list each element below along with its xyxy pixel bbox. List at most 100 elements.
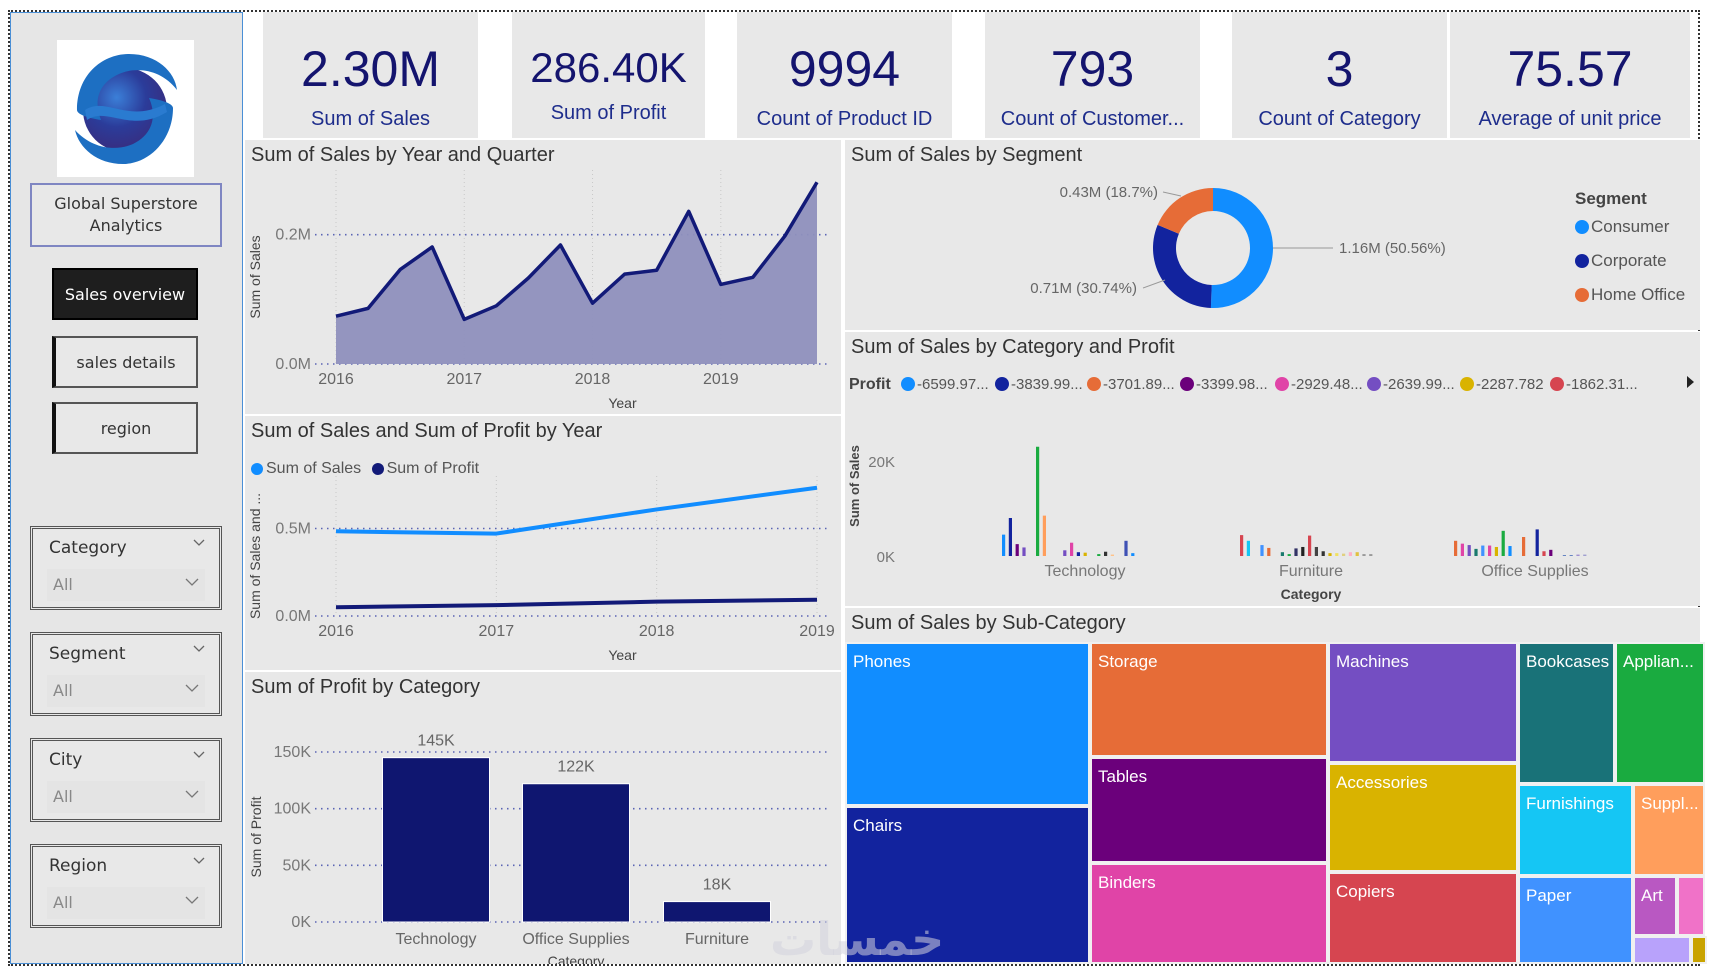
y-axis-title: Sum of Sales and ... bbox=[247, 493, 263, 619]
chart-sales-by-year-quarter[interactable]: Sum of Sales by Year and Quarter 2016 201… bbox=[245, 140, 841, 414]
slicer-dropdown[interactable]: All bbox=[47, 569, 205, 601]
chart-sales-by-segment[interactable]: Sum of Sales by Segment 1.16M (50.56%) 0.… bbox=[845, 140, 1700, 330]
bar bbox=[1104, 551, 1108, 556]
slicer-dropdown[interactable]: All bbox=[47, 781, 205, 813]
nav-button-region[interactable]: region bbox=[52, 402, 198, 454]
legend-label: -2929.48... bbox=[1291, 376, 1363, 393]
kpi-card-count-of-product-id: 9994 Count of Product ID bbox=[737, 12, 952, 138]
treemap-cell-label: Applian... bbox=[1623, 652, 1694, 671]
series-line bbox=[335, 181, 819, 322]
nav-button-sales-details[interactable]: sales details bbox=[52, 336, 198, 388]
chevron-down-icon bbox=[185, 896, 199, 904]
treemap: Phones Chairs Storage Tables Binders Machines… bbox=[845, 642, 1707, 964]
bar bbox=[1321, 551, 1325, 556]
bar bbox=[1369, 554, 1373, 556]
treemap-cell-label: Phones bbox=[853, 652, 911, 671]
data-label: 0.43M (18.7%) bbox=[1060, 184, 1158, 201]
slicer-label: Region bbox=[49, 856, 108, 876]
kpi-card-count-of-category: 3 Count of Category bbox=[1232, 12, 1447, 138]
treemap-cell-unlabeled[interactable] bbox=[1691, 936, 1707, 964]
chevron-down-icon[interactable] bbox=[193, 749, 205, 761]
treemap-cell-unlabeled[interactable] bbox=[1633, 936, 1691, 964]
kpi-value: 286.40K bbox=[530, 44, 687, 91]
chevron-down-icon[interactable] bbox=[193, 537, 205, 549]
chart-sales-by-subcategory[interactable]: Sum of Sales by Sub-Category Phones Chair… bbox=[845, 608, 1707, 964]
treemap-cell-machines[interactable]: Machines bbox=[1328, 642, 1518, 763]
legend-marker bbox=[901, 377, 915, 391]
bar bbox=[1267, 547, 1271, 556]
data-label: 18K bbox=[703, 877, 732, 894]
nav-button-sales-overview[interactable]: Sales overview bbox=[52, 268, 198, 320]
slicer-dropdown[interactable]: All bbox=[47, 675, 205, 707]
chart-profit-by-category[interactable]: Sum of Profit by Category 0K 50K 100K 150K 1… bbox=[245, 672, 841, 964]
treemap-cell-furnishings[interactable]: Furnishings bbox=[1518, 784, 1633, 876]
bar bbox=[1063, 550, 1067, 556]
legend-marker bbox=[1575, 254, 1589, 268]
data-label: 1.16M (50.56%) bbox=[1339, 240, 1446, 257]
x-tick-label: 2017 bbox=[446, 371, 482, 388]
kpi-value: 3 bbox=[1325, 41, 1354, 97]
slicer-city[interactable]: City All bbox=[30, 738, 222, 822]
treemap-cell-binders[interactable]: Binders bbox=[1090, 863, 1328, 964]
treemap-cell-suppl[interactable]: Suppl... bbox=[1633, 784, 1705, 876]
bar bbox=[1260, 545, 1264, 556]
slicer-value: All bbox=[53, 681, 73, 700]
legend-label: Home Office bbox=[1591, 285, 1685, 304]
donut-slice-consumer bbox=[1210, 188, 1273, 308]
legend-marker bbox=[371, 462, 384, 475]
chart-title: Sum of Profit by Category bbox=[251, 676, 480, 698]
treemap-cell-unlabeled[interactable] bbox=[1677, 876, 1705, 936]
bar bbox=[1328, 553, 1332, 556]
bar bbox=[1314, 546, 1318, 556]
x-tick-label: Office Supplies bbox=[522, 931, 629, 948]
treemap-cell-tables[interactable]: Tables bbox=[1090, 757, 1328, 863]
legend-label: Sum of Profit bbox=[386, 460, 480, 477]
legend-marker bbox=[1180, 377, 1194, 391]
y-axis-title: Sum of Sales bbox=[247, 235, 263, 318]
chevron-down-icon[interactable] bbox=[193, 855, 205, 867]
kpi-value: 793 bbox=[1050, 41, 1135, 97]
bar bbox=[1576, 554, 1580, 556]
legend-marker bbox=[1275, 377, 1289, 391]
kpi-label: Count of Customer... bbox=[1000, 108, 1185, 130]
chevron-down-icon[interactable] bbox=[193, 643, 205, 655]
legend-next-arrow-icon[interactable] bbox=[1685, 374, 1697, 390]
y-tick-label: 0.2M bbox=[275, 227, 311, 244]
bar bbox=[1076, 552, 1080, 556]
bar bbox=[1348, 552, 1352, 556]
chart-sales-by-category-profit[interactable]: Sum of Sales by Category and Profit Prof… bbox=[845, 332, 1700, 606]
treemap-cell-bookcases[interactable]: Bookcases bbox=[1518, 642, 1615, 784]
x-tick-label: 2018 bbox=[639, 623, 675, 640]
bar bbox=[1008, 518, 1012, 556]
treemap-cell-art[interactable]: Art bbox=[1633, 876, 1677, 936]
line-chart: 2016 2017 2018 2019 0.0M 0.5M Year Sum of Sales… bbox=[247, 476, 835, 663]
legend-marker bbox=[251, 462, 263, 475]
slicer-region[interactable]: Region All bbox=[30, 844, 222, 928]
donut-chart: 1.16M (50.56%) 0.71M (30.74%) 0.43M (18.7%… bbox=[1030, 184, 1685, 308]
chart-sales-profit-by-year[interactable]: Sum of Sales and Sum of Profit by Year S… bbox=[245, 416, 841, 670]
chevron-down-icon bbox=[185, 790, 199, 798]
bar bbox=[522, 783, 630, 923]
bar bbox=[1481, 545, 1485, 556]
chart-title: Sum of Sales and Sum of Profit by Year bbox=[251, 420, 603, 442]
treemap-cell-copiers[interactable]: Copiers bbox=[1328, 872, 1518, 964]
treemap-cell-storage[interactable]: Storage bbox=[1090, 642, 1328, 757]
treemap-cell-chairs[interactable]: Chairs bbox=[845, 806, 1090, 964]
kpi-card-sum-of-sales: 2.30M Sum of Sales bbox=[263, 12, 478, 138]
y-tick-label: 0K bbox=[877, 549, 895, 566]
treemap-cell-phones[interactable]: Phones bbox=[845, 642, 1090, 806]
bar bbox=[1042, 515, 1046, 556]
treemap-cell-applian[interactable]: Applian... bbox=[1615, 642, 1705, 784]
slicer-dropdown[interactable]: All bbox=[47, 887, 205, 919]
y-tick-label: 50K bbox=[283, 857, 312, 874]
kpi-card-sum-of-profit: 286.40K Sum of Profit bbox=[512, 12, 705, 138]
slicer-category[interactable]: Category All bbox=[30, 526, 222, 610]
bar bbox=[382, 757, 490, 923]
slicer-segment[interactable]: Segment All bbox=[30, 632, 222, 716]
treemap-cell-accessories[interactable]: Accessories bbox=[1328, 763, 1518, 872]
treemap-cell-label: Bookcases bbox=[1526, 652, 1610, 671]
legend-label: Consumer bbox=[1591, 217, 1670, 236]
bar bbox=[1535, 529, 1539, 556]
treemap-cell-paper[interactable]: Paper bbox=[1518, 876, 1633, 964]
bar bbox=[1494, 546, 1498, 556]
